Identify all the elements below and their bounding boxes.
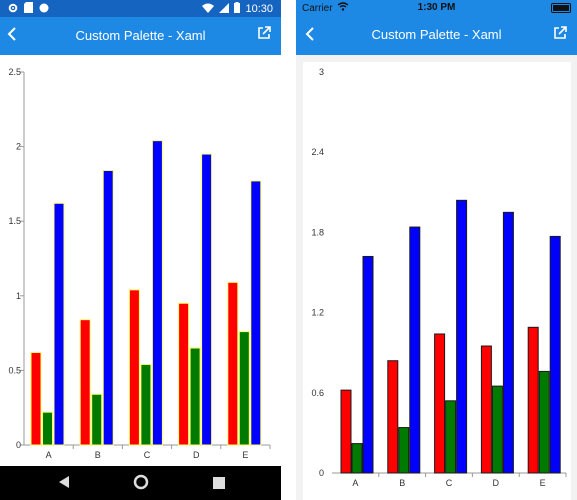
bar-android-series2-A[interactable] (42, 411, 53, 446)
y-tick-label: 2.5 (8, 67, 21, 77)
y-tick-label: 0.5 (8, 365, 21, 375)
sd-card-icon (24, 2, 33, 16)
page-title: Custom Palette - Xaml (75, 28, 206, 43)
android-screen: 10:30 Custom Palette - Xaml 0 0.5 1 1.5 2 2.5… (0, 0, 281, 500)
x-tick-label: D (493, 478, 500, 488)
battery-icon (551, 3, 571, 13)
carrier-label: Carrier (302, 2, 333, 14)
ios-status-bar: Carrier 1:30 PM (296, 0, 577, 17)
x-tick-label: A (46, 450, 52, 460)
bar-ios-series3-B[interactable] (409, 226, 421, 474)
y-tick-label: 2 (16, 142, 21, 152)
bar-android-series1-B[interactable] (79, 319, 91, 446)
x-tick-label: C (446, 478, 453, 488)
chart-card: 0 0.6 1.2 1.8 2.4 3 A B C D E (303, 62, 571, 500)
android-bar-chart: 0 0.5 1 1.5 2 2.5 A B C D E (8, 67, 271, 460)
nav-home-icon[interactable] (133, 474, 149, 495)
bar-android-series1-A[interactable] (30, 351, 42, 446)
x-tick-label: D (193, 450, 200, 460)
y-tick-label: 1.8 (311, 227, 324, 237)
bar-android-series1-C[interactable] (128, 289, 140, 446)
y-tick-label: 1 (16, 291, 21, 301)
bar-ios-series3-C[interactable] (456, 199, 468, 474)
bar-android-series3-E[interactable] (250, 180, 262, 446)
y-tick-label: 0 (16, 440, 21, 450)
back-arrow-icon[interactable] (304, 25, 318, 47)
bar-android-series2-E[interactable] (238, 331, 250, 446)
ios-bar-chart: 0 0.6 1.2 1.8 2.4 3 A B C D E (311, 67, 567, 488)
bar-ios-series2-B[interactable] (398, 427, 410, 474)
y-tick-label: 0 (319, 468, 324, 478)
bar-ios-series3-E[interactable] (549, 235, 561, 474)
android-nav-bar (0, 466, 281, 500)
bar-ios-series2-A[interactable] (351, 443, 363, 474)
x-tick-label: C (144, 450, 151, 460)
wifi-icon (202, 3, 215, 16)
bar-android-series3-A[interactable] (53, 202, 65, 446)
y-tick-label: 0.6 (311, 388, 324, 398)
status-time: 1:30 PM (417, 2, 456, 13)
wifi-icon (337, 2, 349, 14)
bar-ios-series2-D[interactable] (491, 385, 503, 474)
bar-ios-series1-C[interactable] (434, 333, 446, 474)
settings-icon (8, 3, 18, 16)
bar-android-series2-C[interactable] (140, 363, 152, 446)
ios-app-bar: Custom Palette - Xaml (296, 17, 577, 55)
bar-android-series3-D[interactable] (201, 153, 213, 446)
bar-android-series1-E[interactable] (227, 281, 239, 446)
bar-android-series3-C[interactable] (151, 140, 163, 446)
back-arrow-icon[interactable] (6, 25, 24, 45)
bar-ios-series1-A[interactable] (340, 389, 352, 474)
y-tick-label: 2.4 (311, 147, 324, 157)
bar-ios-series1-E[interactable] (527, 326, 539, 474)
nav-back-icon[interactable] (58, 475, 70, 494)
bar-ios-series2-E[interactable] (538, 370, 550, 474)
y-tick-label: 1.2 (311, 308, 324, 318)
bar-ios-series1-B[interactable] (387, 360, 399, 474)
bar-ios-series1-D[interactable] (480, 345, 492, 474)
android-app-bar: Custom Palette - Xaml (0, 17, 281, 55)
x-tick-label: B (399, 478, 405, 488)
android-status-bar: 10:30 (0, 0, 281, 17)
bar-android-series1-D[interactable] (178, 302, 190, 446)
bar-ios-series2-C[interactable] (445, 400, 457, 474)
y-tick-label: 3 (319, 67, 324, 77)
bar-ios-series3-D[interactable] (502, 211, 514, 474)
signal-icon (219, 2, 230, 16)
x-tick-label: E (540, 478, 546, 488)
sync-icon (39, 3, 49, 16)
x-tick-label: E (242, 450, 248, 460)
bar-android-series3-B[interactable] (102, 169, 114, 446)
bar-android-series2-D[interactable] (189, 347, 201, 446)
y-tick-label: 1.5 (8, 216, 21, 226)
page-title: Custom Palette - Xaml (371, 27, 502, 42)
status-time: 10:30 (245, 3, 273, 15)
open-external-icon[interactable] (257, 26, 273, 42)
nav-recents-icon[interactable] (213, 476, 225, 494)
x-tick-label: B (95, 450, 101, 460)
bar-android-series2-B[interactable] (91, 393, 103, 446)
battery-icon (234, 2, 241, 16)
bar-ios-series3-A[interactable] (362, 255, 374, 474)
x-tick-label: A (352, 478, 358, 488)
open-external-icon[interactable] (553, 26, 569, 42)
